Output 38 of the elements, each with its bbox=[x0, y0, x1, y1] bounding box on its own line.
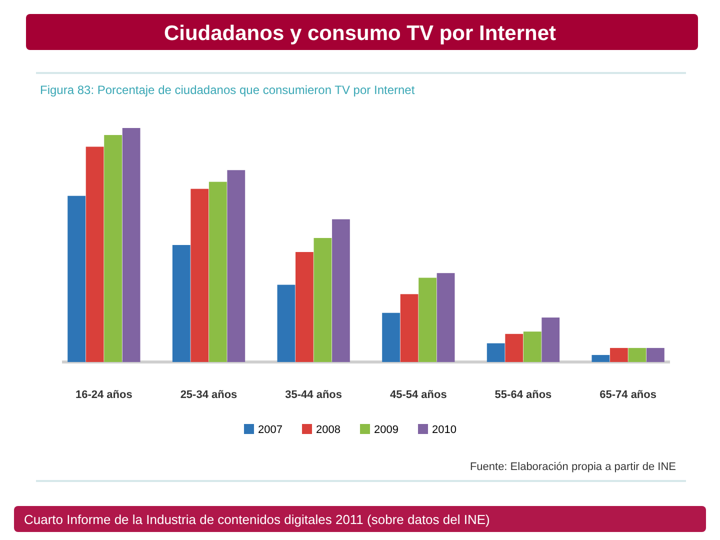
bar bbox=[86, 146, 104, 362]
x-tick-label: 35-44 años bbox=[285, 389, 342, 401]
bar bbox=[296, 252, 314, 362]
x-tick-label: 16-24 años bbox=[75, 389, 132, 401]
bar bbox=[332, 219, 350, 362]
chart-title: Ciudadanos y consumo TV por Internet bbox=[164, 22, 556, 45]
source-note: Fuente: Elaboración propia a partir de INE bbox=[470, 461, 676, 473]
bar bbox=[314, 238, 332, 362]
bar bbox=[505, 334, 524, 362]
bar bbox=[542, 318, 560, 362]
bar bbox=[208, 182, 227, 362]
legend-label: 2008 bbox=[316, 424, 340, 436]
bar bbox=[436, 273, 455, 362]
bar bbox=[382, 312, 400, 362]
bar bbox=[122, 128, 140, 362]
bar bbox=[523, 332, 542, 362]
x-tick-label: 65-74 años bbox=[600, 389, 657, 401]
bar bbox=[227, 170, 246, 362]
bar bbox=[646, 348, 664, 362]
x-tick-label: 45-54 años bbox=[390, 389, 447, 401]
bar bbox=[400, 294, 418, 362]
bar bbox=[592, 354, 610, 362]
bar bbox=[104, 135, 122, 362]
bar bbox=[418, 278, 436, 362]
legend-label: 2010 bbox=[432, 424, 456, 436]
legend-label: 2007 bbox=[258, 424, 282, 436]
x-tick-label: 55-64 años bbox=[494, 389, 552, 401]
bar bbox=[277, 284, 296, 362]
bar bbox=[190, 188, 209, 362]
x-tick-label: 25-34 años bbox=[180, 389, 238, 401]
bar bbox=[68, 196, 86, 362]
bar bbox=[486, 343, 505, 362]
bar bbox=[610, 348, 628, 362]
chart-subtitle: Figura 83: Porcentaje de ciudadanos que consumieron TV por Internet bbox=[40, 83, 416, 97]
bar bbox=[172, 245, 190, 362]
legend-label: 2009 bbox=[374, 424, 398, 436]
bar bbox=[628, 348, 646, 362]
text: Cuarto Informe de la Industria de contenidos digitales 2011 (sobre datos del INE) bbox=[24, 512, 490, 527]
